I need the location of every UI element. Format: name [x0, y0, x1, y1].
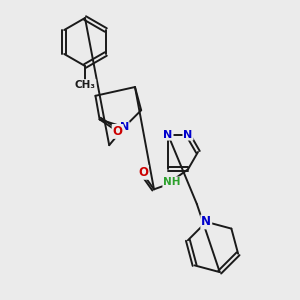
Text: O: O: [112, 125, 123, 138]
Text: NH: NH: [163, 177, 181, 187]
Text: N: N: [201, 215, 211, 228]
Text: CH₃: CH₃: [74, 80, 95, 90]
Text: O: O: [138, 166, 148, 179]
Text: N: N: [164, 130, 172, 140]
Text: N: N: [183, 130, 193, 140]
Text: N: N: [120, 122, 129, 132]
